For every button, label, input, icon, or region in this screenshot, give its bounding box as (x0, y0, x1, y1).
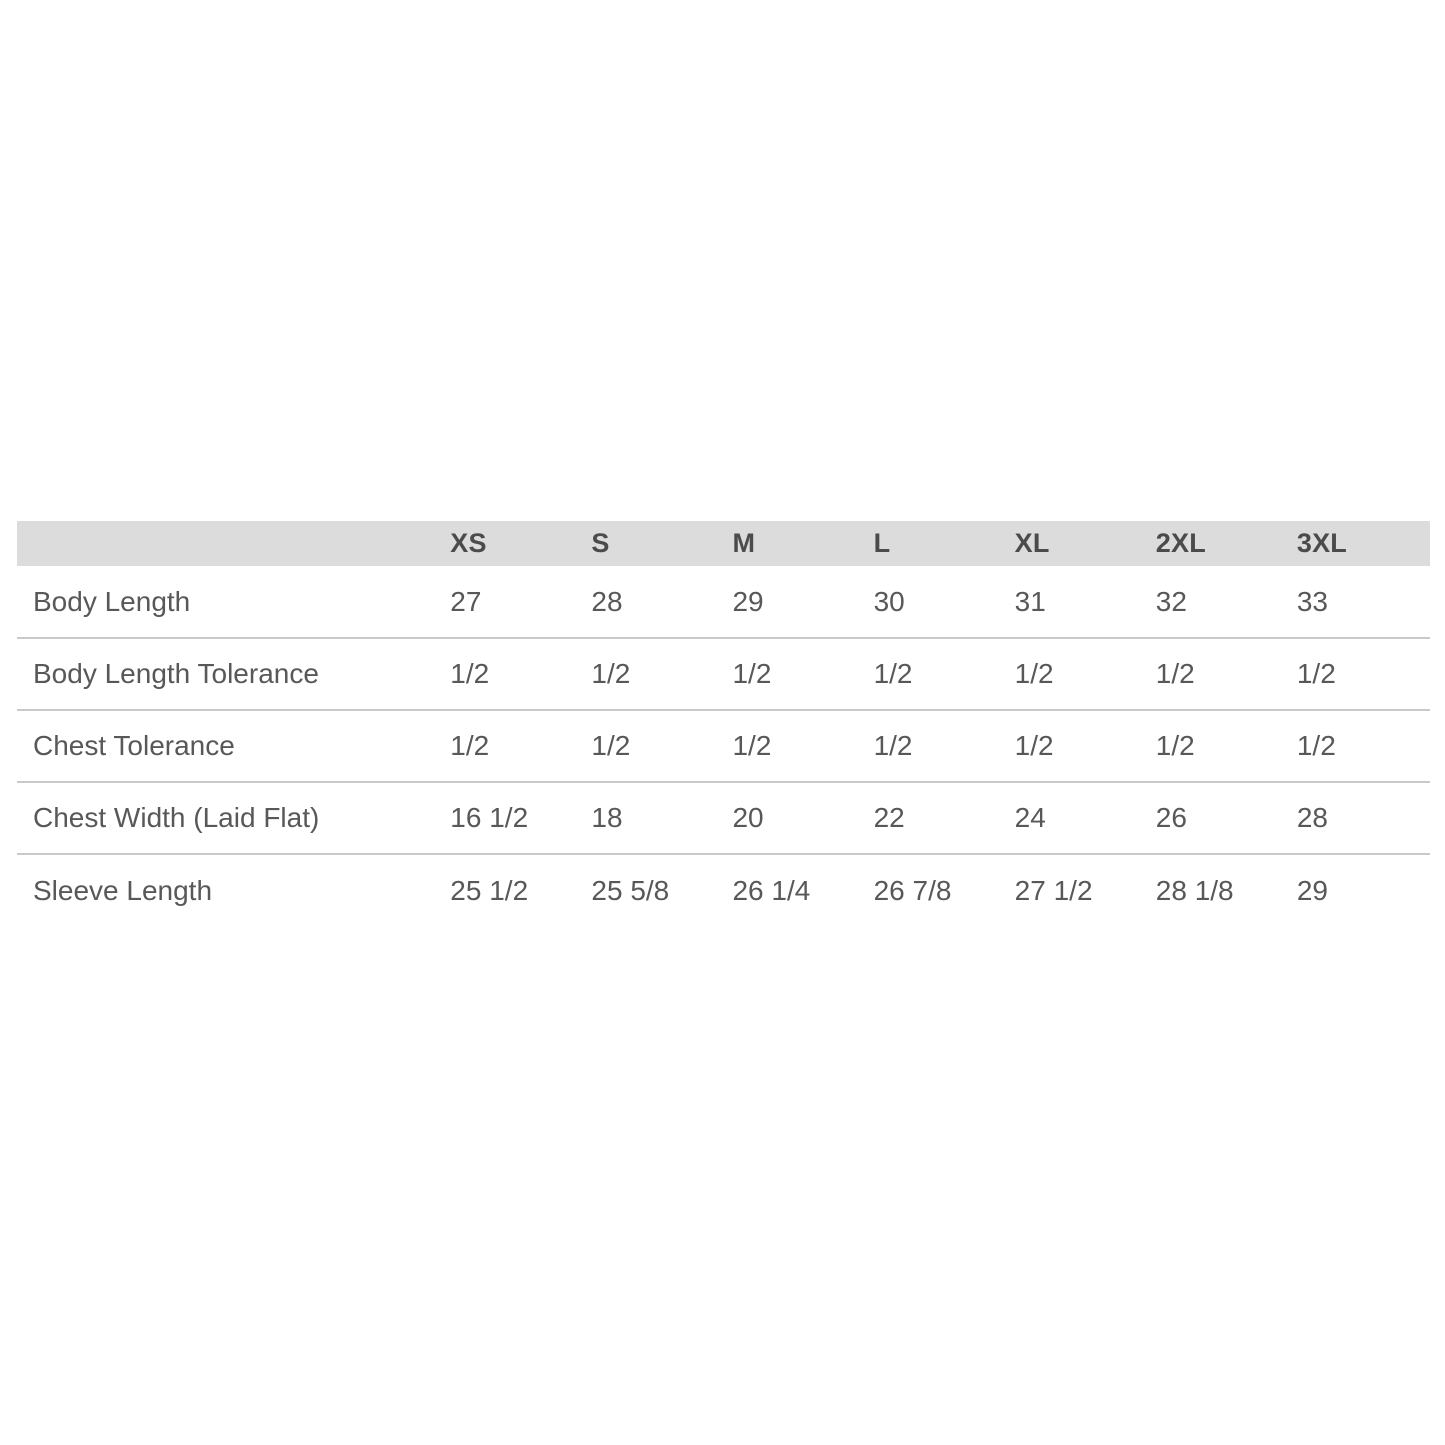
cell-body-length-tolerance-3xl: 1/2 (1288, 637, 1430, 710)
column-header-l: L (873, 528, 891, 558)
cell-chest-width-xs: 16 1/2 (442, 781, 584, 854)
table-header-row: XS S M L XL 2XL 3XL (17, 521, 1430, 566)
cell-chest-tolerance-2xl: 1/2 (1147, 709, 1289, 782)
cell-chest-tolerance-m: 1/2 (724, 709, 866, 782)
cell-body-length-xl: 31 (1014, 585, 1046, 617)
cell-chest-width-2xl: 26 (1147, 781, 1289, 854)
cell-body-length-l: 30 (873, 585, 905, 617)
cell-chest-width-3xl: 28 (1288, 781, 1430, 854)
cell-chest-tolerance-l: 1/2 (865, 709, 1007, 782)
cell-body-length-tolerance-l: 1/2 (865, 637, 1007, 710)
column-header-measurement (17, 521, 442, 566)
column-header-3xl: 3XL (1296, 528, 1347, 558)
table-row: Chest Tolerance 1/2 1/2 1/2 1/2 1/2 1/2 … (17, 709, 1430, 782)
cell-sleeve-length-2xl: 28 1/8 (1147, 853, 1289, 926)
cell-chest-width-m: 20 (724, 781, 866, 854)
column-header-xs: XS (450, 528, 487, 558)
cell-chest-tolerance-s: 1/2 (583, 709, 725, 782)
table-header: XS S M L XL 2XL 3XL (17, 521, 1430, 566)
cell-body-length-tolerance-xl: 1/2 (1006, 637, 1148, 710)
cell-chest-width-l: 22 (865, 781, 1007, 854)
cell-chest-width-xl: 24 (1006, 781, 1148, 854)
cell-sleeve-length-3xl: 29 (1288, 853, 1430, 926)
size-chart-container: XS S M L XL 2XL 3XL Body Length 27 28 29… (17, 521, 1430, 926)
row-label-chest-width: Chest Width (Laid Flat) (17, 781, 443, 854)
cell-chest-width-s: 18 (583, 781, 725, 854)
cell-body-length-tolerance-s: 1/2 (583, 637, 725, 710)
row-label-sleeve-length: Sleeve Length (17, 853, 443, 926)
size-chart-table: XS S M L XL 2XL 3XL Body Length 27 28 29… (17, 521, 1430, 926)
table-row: Body Length 27 28 29 30 31 32 33 (17, 566, 1430, 638)
table-body: Body Length 27 28 29 30 31 32 33 Body Le… (17, 566, 1430, 926)
cell-body-length-tolerance-xs: 1/2 (442, 637, 584, 710)
cell-body-length-m: 29 (732, 585, 764, 617)
table-row: Chest Width (Laid Flat) 16 1/2 18 20 22 … (17, 781, 1430, 854)
column-header-2xl: 2XL (1155, 528, 1206, 558)
cell-chest-tolerance-3xl: 1/2 (1288, 709, 1430, 782)
cell-sleeve-length-xl: 27 1/2 (1006, 853, 1148, 926)
cell-body-length-2xl: 32 (1155, 585, 1187, 617)
cell-sleeve-length-s: 25 5/8 (583, 853, 725, 926)
cell-chest-tolerance-xs: 1/2 (442, 709, 584, 782)
cell-body-length-xs: 27 (450, 585, 482, 617)
cell-body-length-tolerance-m: 1/2 (724, 637, 866, 710)
cell-sleeve-length-xs: 25 1/2 (442, 853, 584, 926)
row-label-body-length-tolerance: Body Length Tolerance (17, 637, 443, 710)
cell-body-length-3xl: 33 (1296, 585, 1329, 617)
table-row: Body Length Tolerance 1/2 1/2 1/2 1/2 1/… (17, 637, 1430, 710)
column-header-m: M (732, 528, 756, 558)
column-header-s: S (591, 528, 610, 558)
table-row: Sleeve Length 25 1/2 25 5/8 26 1/4 26 7/… (17, 853, 1430, 926)
cell-chest-tolerance-xl: 1/2 (1006, 709, 1148, 782)
row-label-chest-tolerance: Chest Tolerance (17, 709, 443, 782)
column-header-xl: XL (1014, 528, 1050, 558)
cell-sleeve-length-l: 26 7/8 (865, 853, 1007, 926)
cell-body-length-tolerance-2xl: 1/2 (1147, 637, 1289, 710)
cell-sleeve-length-m: 26 1/4 (724, 853, 866, 926)
cell-body-length-s: 28 (591, 585, 623, 617)
row-label-body-length: Body Length (33, 585, 191, 617)
